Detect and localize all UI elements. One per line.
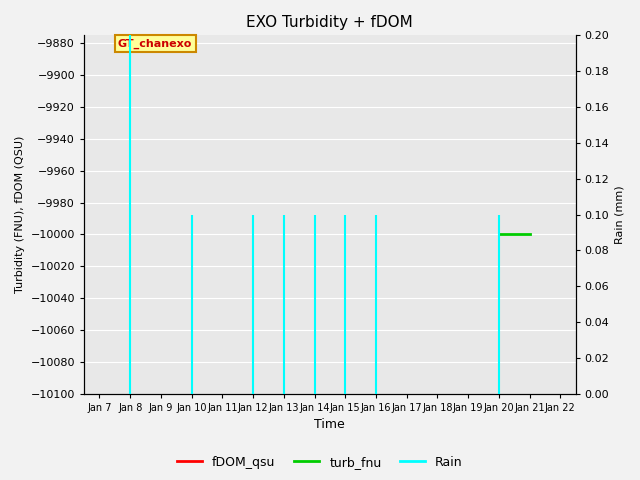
Y-axis label: Turbidity (FNU), fDOM (QSU): Turbidity (FNU), fDOM (QSU) <box>15 136 25 293</box>
Title: EXO Turbidity + fDOM: EXO Turbidity + fDOM <box>246 15 413 30</box>
Text: GT_chanexo: GT_chanexo <box>118 38 192 49</box>
Legend: fDOM_qsu, turb_fnu, Rain: fDOM_qsu, turb_fnu, Rain <box>172 451 468 474</box>
Y-axis label: Rain (mm): Rain (mm) <box>615 185 625 244</box>
X-axis label: Time: Time <box>314 419 345 432</box>
